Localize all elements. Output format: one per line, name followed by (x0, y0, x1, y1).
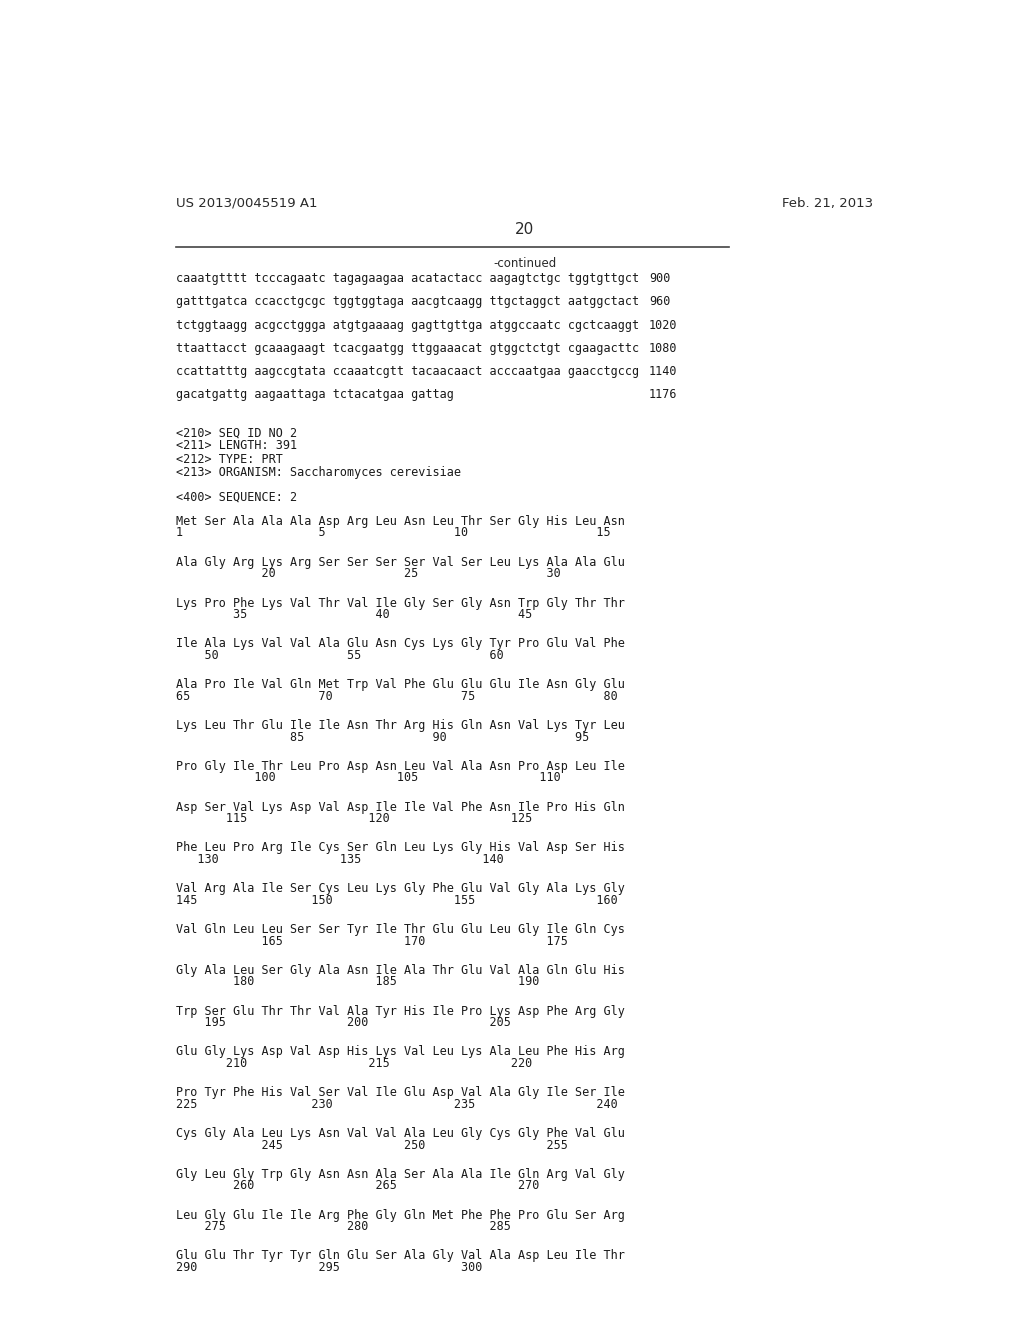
Text: -continued: -continued (494, 257, 556, 271)
Text: 50                  55                  60: 50 55 60 (176, 649, 504, 661)
Text: US 2013/0045519 A1: US 2013/0045519 A1 (176, 197, 317, 210)
Text: <210> SEQ ID NO 2: <210> SEQ ID NO 2 (176, 426, 297, 440)
Text: 1                   5                  10                  15: 1 5 10 15 (176, 527, 610, 540)
Text: ttaattacct gcaaagaagt tcacgaatgg ttggaaacat gtggctctgt cgaagacttc: ttaattacct gcaaagaagt tcacgaatgg ttggaaa… (176, 342, 639, 355)
Text: ccattatttg aagccgtata ccaaatcgtt tacaacaact acccaatgaa gaacctgccg: ccattatttg aagccgtata ccaaatcgtt tacaaca… (176, 364, 639, 378)
Text: 145                150                 155                 160: 145 150 155 160 (176, 894, 617, 907)
Text: 20                  25                  30: 20 25 30 (176, 568, 561, 581)
Text: Pro Tyr Phe His Val Ser Val Ile Glu Asp Val Ala Gly Ile Ser Ile: Pro Tyr Phe His Val Ser Val Ile Glu Asp … (176, 1086, 625, 1100)
Text: Val Arg Ala Ile Ser Cys Leu Lys Gly Phe Glu Val Gly Ala Lys Gly: Val Arg Ala Ile Ser Cys Leu Lys Gly Phe … (176, 882, 625, 895)
Text: Ala Pro Ile Val Gln Met Trp Val Phe Glu Glu Glu Ile Asn Gly Glu: Ala Pro Ile Val Gln Met Trp Val Phe Glu … (176, 678, 625, 692)
Text: 130                 135                 140: 130 135 140 (176, 853, 504, 866)
Text: 1176: 1176 (649, 388, 677, 401)
Text: 290                 295                 300: 290 295 300 (176, 1261, 482, 1274)
Text: Lys Pro Phe Lys Val Thr Val Ile Gly Ser Gly Asn Trp Gly Thr Thr: Lys Pro Phe Lys Val Thr Val Ile Gly Ser … (176, 597, 625, 610)
Text: Glu Gly Lys Asp Val Asp His Lys Val Leu Lys Ala Leu Phe His Arg: Glu Gly Lys Asp Val Asp His Lys Val Leu … (176, 1045, 625, 1059)
Text: 960: 960 (649, 296, 670, 309)
Text: 100                 105                 110: 100 105 110 (176, 771, 561, 784)
Text: <211> LENGTH: 391: <211> LENGTH: 391 (176, 440, 297, 453)
Text: <212> TYPE: PRT: <212> TYPE: PRT (176, 453, 283, 466)
Text: 115                 120                 125: 115 120 125 (176, 812, 532, 825)
Text: tctggtaagg acgcctggga atgtgaaaag gagttgttga atggccaatc cgctcaaggt: tctggtaagg acgcctggga atgtgaaaag gagttgt… (176, 318, 639, 331)
Text: Cys Gly Ala Leu Lys Asn Val Val Ala Leu Gly Cys Gly Phe Val Glu: Cys Gly Ala Leu Lys Asn Val Val Ala Leu … (176, 1127, 625, 1140)
Text: 35                  40                  45: 35 40 45 (176, 609, 532, 622)
Text: <213> ORGANISM: Saccharomyces cerevisiae: <213> ORGANISM: Saccharomyces cerevisiae (176, 466, 461, 479)
Text: 65                  70                  75                  80: 65 70 75 80 (176, 689, 617, 702)
Text: Ile Ala Lys Val Val Ala Glu Asn Cys Lys Gly Tyr Pro Glu Val Phe: Ile Ala Lys Val Val Ala Glu Asn Cys Lys … (176, 638, 625, 651)
Text: gatttgatca ccacctgcgc tggtggtaga aacgtcaagg ttgctaggct aatggctact: gatttgatca ccacctgcgc tggtggtaga aacgtca… (176, 296, 639, 309)
Text: 260                 265                 270: 260 265 270 (176, 1180, 540, 1192)
Text: Lys Leu Thr Glu Ile Ile Asn Thr Arg His Gln Asn Val Lys Tyr Leu: Lys Leu Thr Glu Ile Ile Asn Thr Arg His … (176, 719, 625, 733)
Text: 210                 215                 220: 210 215 220 (176, 1057, 532, 1071)
Text: Pro Gly Ile Thr Leu Pro Asp Asn Leu Val Ala Asn Pro Asp Leu Ile: Pro Gly Ile Thr Leu Pro Asp Asn Leu Val … (176, 760, 625, 772)
Text: Gly Ala Leu Ser Gly Ala Asn Ile Ala Thr Glu Val Ala Gln Glu His: Gly Ala Leu Ser Gly Ala Asn Ile Ala Thr … (176, 964, 625, 977)
Text: Glu Glu Thr Tyr Tyr Gln Glu Ser Ala Gly Val Ala Asp Leu Ile Thr: Glu Glu Thr Tyr Tyr Gln Glu Ser Ala Gly … (176, 1250, 625, 1262)
Text: 1020: 1020 (649, 318, 677, 331)
Text: 245                 250                 255: 245 250 255 (176, 1139, 568, 1151)
Text: 20: 20 (515, 222, 535, 236)
Text: Gly Leu Gly Trp Gly Asn Asn Ala Ser Ala Ala Ile Gln Arg Val Gly: Gly Leu Gly Trp Gly Asn Asn Ala Ser Ala … (176, 1168, 625, 1181)
Text: caaatgtttt tcccagaatc tagagaagaa acatactacc aagagtctgc tggtgttgct: caaatgtttt tcccagaatc tagagaagaa acatact… (176, 272, 639, 285)
Text: Trp Ser Glu Thr Thr Val Ala Tyr His Ile Pro Lys Asp Phe Arg Gly: Trp Ser Glu Thr Thr Val Ala Tyr His Ile … (176, 1005, 625, 1018)
Text: 225                230                 235                 240: 225 230 235 240 (176, 1098, 617, 1111)
Text: Phe Leu Pro Arg Ile Cys Ser Gln Leu Lys Gly His Val Asp Ser His: Phe Leu Pro Arg Ile Cys Ser Gln Leu Lys … (176, 841, 625, 854)
Text: gacatgattg aagaattaga tctacatgaa gattag: gacatgattg aagaattaga tctacatgaa gattag (176, 388, 454, 401)
Text: Leu Gly Glu Ile Ile Arg Phe Gly Gln Met Phe Phe Pro Glu Ser Arg: Leu Gly Glu Ile Ile Arg Phe Gly Gln Met … (176, 1209, 625, 1222)
Text: 180                 185                 190: 180 185 190 (176, 975, 540, 989)
Text: Met Ser Ala Ala Ala Asp Arg Leu Asn Leu Thr Ser Gly His Leu Asn: Met Ser Ala Ala Ala Asp Arg Leu Asn Leu … (176, 515, 625, 528)
Text: Feb. 21, 2013: Feb. 21, 2013 (782, 197, 873, 210)
Text: 195                 200                 205: 195 200 205 (176, 1016, 511, 1030)
Text: 1140: 1140 (649, 364, 677, 378)
Text: Asp Ser Val Lys Asp Val Asp Ile Ile Val Phe Asn Ile Pro His Gln: Asp Ser Val Lys Asp Val Asp Ile Ile Val … (176, 800, 625, 813)
Text: 85                  90                  95: 85 90 95 (176, 730, 589, 743)
Text: <400> SEQUENCE: 2: <400> SEQUENCE: 2 (176, 490, 297, 503)
Text: Ala Gly Arg Lys Arg Ser Ser Ser Ser Val Ser Leu Lys Ala Ala Glu: Ala Gly Arg Lys Arg Ser Ser Ser Ser Val … (176, 556, 625, 569)
Text: 900: 900 (649, 272, 670, 285)
Text: 165                 170                 175: 165 170 175 (176, 935, 568, 948)
Text: 1080: 1080 (649, 342, 677, 355)
Text: Val Gln Leu Leu Ser Ser Tyr Ile Thr Glu Glu Leu Gly Ile Gln Cys: Val Gln Leu Leu Ser Ser Tyr Ile Thr Glu … (176, 923, 625, 936)
Text: 275                 280                 285: 275 280 285 (176, 1220, 511, 1233)
